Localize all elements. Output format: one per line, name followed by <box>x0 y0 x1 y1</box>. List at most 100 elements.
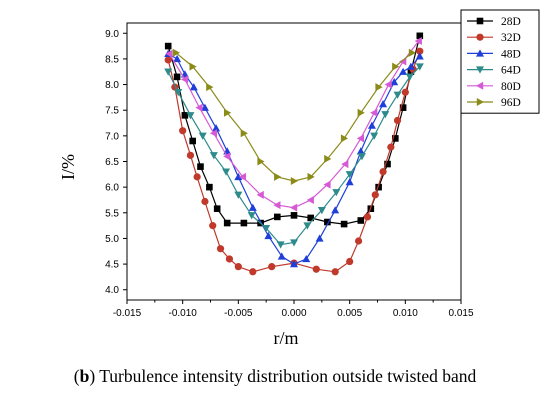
y-tick-label: 6.5 <box>105 157 119 168</box>
marker-triangle-down <box>476 66 484 74</box>
marker-circle <box>186 151 195 159</box>
marker-circle <box>354 237 363 245</box>
marker-triangle-right <box>392 62 400 71</box>
legend-box <box>460 9 540 114</box>
marker-triangle-up <box>345 178 354 186</box>
marker-triangle-down <box>174 89 183 97</box>
marker-square <box>384 160 391 168</box>
marker-triangle-down <box>303 222 312 230</box>
marker-circle <box>193 173 201 181</box>
marker-circle <box>225 255 234 263</box>
marker-triangle-right <box>290 176 298 185</box>
marker-triangle-down <box>393 91 402 99</box>
marker-triangle-up <box>406 62 415 70</box>
marker-triangle-down <box>381 111 390 119</box>
marker-triangle-left <box>238 172 246 181</box>
y-tick-label: 4.5 <box>105 260 119 271</box>
marker-triangle-right <box>189 62 197 71</box>
marker-square <box>357 217 365 224</box>
marker-triangle-down <box>415 63 424 71</box>
y-axis-title: I/% <box>58 154 78 180</box>
marker-triangle-left <box>223 152 231 161</box>
marker-square <box>340 220 348 228</box>
marker-triangle-up <box>234 172 243 181</box>
marker-triangle-left <box>341 160 349 169</box>
y-tick-label: 8.5 <box>105 54 119 65</box>
marker-triangle-up <box>277 252 286 260</box>
marker-triangle-up <box>200 103 209 111</box>
marker-triangle-down <box>234 191 243 199</box>
y-tick-label: 4.0 <box>105 285 119 296</box>
y-tick-label: 5.5 <box>105 208 119 219</box>
marker-square <box>274 213 281 221</box>
marker-square <box>164 42 172 50</box>
marker-circle <box>387 143 395 151</box>
marker-circle <box>346 257 354 266</box>
marker-triangle-right <box>224 108 232 117</box>
marker-triangle-down <box>405 73 414 81</box>
marker-circle <box>476 33 484 41</box>
marker-square <box>213 205 221 212</box>
marker-triangle-up <box>415 52 424 60</box>
legend-item-32D: 32D <box>467 32 521 44</box>
marker-triangle-right <box>357 108 365 117</box>
y-tick-label: 5.0 <box>105 234 119 245</box>
marker-triangle-right <box>408 48 417 57</box>
marker-triangle-down <box>345 171 354 179</box>
marker-triangle-up <box>379 100 388 108</box>
marker-triangle-up <box>302 254 311 263</box>
marker-triangle-up <box>315 234 324 242</box>
marker-square <box>189 137 196 145</box>
x-tick-label: 0.000 <box>281 308 306 319</box>
marker-triangle-up <box>331 206 340 214</box>
marker-triangle-down <box>209 152 218 160</box>
marker-triangle-up <box>390 77 399 86</box>
marker-triangle-down <box>332 189 341 197</box>
marker-triangle-right <box>324 154 332 163</box>
marker-triangle-up <box>399 67 408 75</box>
marker-square <box>375 183 382 191</box>
marker-triangle-up <box>367 121 376 129</box>
marker-circle <box>268 263 276 271</box>
marker-circle <box>209 222 217 230</box>
marker-square <box>290 212 298 219</box>
legend-label: 48D <box>501 48 521 60</box>
marker-triangle-up <box>173 54 182 63</box>
x-tick-label: 0.015 <box>448 308 473 319</box>
marker-square <box>476 17 484 25</box>
legend-label: 96D <box>501 97 521 109</box>
marker-circle <box>249 268 257 276</box>
x-tick-label: 0.005 <box>337 308 362 319</box>
marker-triangle-up <box>290 260 298 268</box>
marker-triangle-right <box>240 129 248 138</box>
marker-triangle-down <box>186 112 195 120</box>
marker-triangle-right <box>172 48 180 57</box>
marker-triangle-right <box>307 172 315 181</box>
marker-triangle-left <box>256 190 264 199</box>
legend-label: 28D <box>501 16 521 28</box>
y-tick-label: 7.0 <box>105 131 119 142</box>
y-tick-label: 6.0 <box>105 183 119 194</box>
legend-label: 64D <box>501 65 521 77</box>
marker-square <box>181 112 189 119</box>
marker-triangle-left <box>165 49 173 58</box>
marker-triangle-right <box>375 83 383 92</box>
marker-triangle-right <box>206 83 214 92</box>
marker-triangle-left <box>273 201 281 210</box>
legend-item-48D: 48D <box>467 48 521 60</box>
series-32D <box>164 47 424 276</box>
marker-square <box>173 73 181 81</box>
figure-caption: (b) Turbulence intensity distribution ou… <box>73 366 477 386</box>
marker-circle <box>363 213 372 221</box>
marker-triangle-up <box>248 203 257 211</box>
legend-label: 32D <box>501 32 521 44</box>
marker-triangle-down <box>276 241 285 249</box>
series-layer <box>164 32 424 276</box>
series-line <box>167 50 421 273</box>
marker-triangle-left <box>290 203 298 212</box>
marker-triangle-right <box>274 172 282 181</box>
marker-triangle-left <box>384 80 392 89</box>
x-tick-label: 0.010 <box>393 308 418 319</box>
marker-circle <box>201 197 209 206</box>
